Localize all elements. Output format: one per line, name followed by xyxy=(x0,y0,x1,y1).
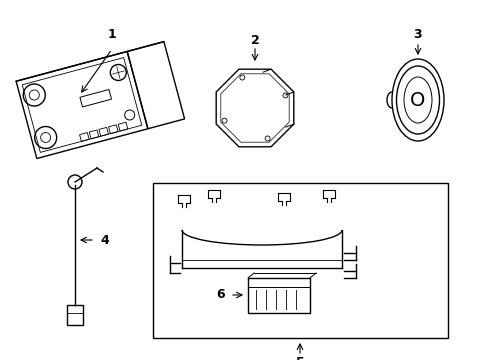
Text: 3: 3 xyxy=(413,28,422,41)
Text: O: O xyxy=(409,90,425,109)
Text: 2: 2 xyxy=(250,33,259,46)
Text: 6: 6 xyxy=(216,288,224,302)
Bar xyxy=(67,305,83,325)
Bar xyxy=(247,278,309,313)
Text: 1: 1 xyxy=(107,28,116,41)
Text: 5: 5 xyxy=(295,356,304,360)
Bar xyxy=(153,183,447,338)
Text: 4: 4 xyxy=(100,234,108,247)
